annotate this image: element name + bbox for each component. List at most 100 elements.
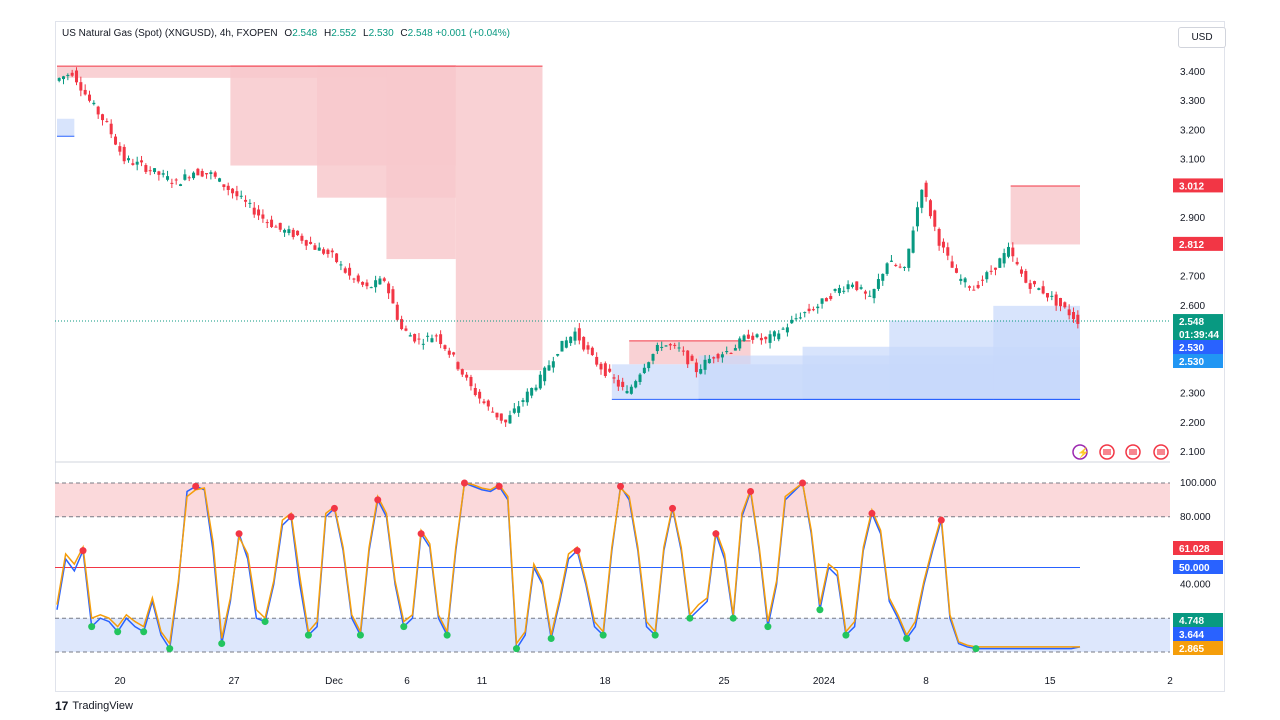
candle-body [1076,314,1080,324]
candle-body [1071,312,1075,320]
price-tick-label: 3.300 [1180,96,1205,107]
candle-body [599,363,603,370]
time-tick-label: Dec [325,676,343,687]
candle-body [369,287,373,289]
tradingview-logo[interactable]: 17 TradingView [55,699,133,713]
candle-body [352,278,356,280]
symbol-legend[interactable]: US Natural Gas (Spot) (XNGUSD), 4h, FXOP… [62,28,510,39]
candle-body [798,317,802,319]
candle-body [83,89,87,95]
demand-zone [57,118,75,137]
cross-up-dot [114,628,122,636]
high-value: 2.552 [331,28,357,39]
price-level-tag: 2.530 [1173,354,1223,368]
candle-body [582,336,586,350]
candle-body [933,210,937,227]
candle-body [677,347,681,349]
candle-body [482,401,486,404]
candle-body [400,319,404,330]
candle-body [1037,288,1041,290]
candle-body [395,304,399,320]
candle-body [504,419,508,423]
candle-body [967,286,971,288]
candle-body [1011,247,1015,257]
candle-body [837,287,841,294]
change-value: +0.001 (+0.04%) [435,28,510,39]
candle-body [543,367,547,382]
candle-body [673,344,677,346]
osc-level-tag-label: 3.644 [1179,630,1204,641]
candle-body [859,287,863,289]
cross-up-dot [443,631,451,639]
candle-body [1067,309,1071,316]
candle-body [430,338,434,343]
candle-body [239,195,243,197]
candle-body [187,177,191,179]
candle-body [287,229,291,234]
osc-level-tag-label: 61.028 [1179,544,1210,555]
candle-body [647,362,651,369]
candle-body [525,391,529,403]
candle-body [946,247,950,256]
price-level-tag-bg [1173,236,1223,251]
candle-body [304,240,308,246]
candle-body [443,345,447,350]
candle-body [439,334,443,345]
candle-body [642,367,646,374]
cross-up-dot [218,640,226,648]
candle-body [174,179,178,181]
currency-button[interactable]: USD [1178,27,1226,48]
candle-body [166,176,170,180]
candle-body [764,336,768,340]
candle-body [413,334,417,342]
candle-body [322,249,326,254]
candle-body [811,309,815,311]
candle-body [391,289,395,304]
candle-body [361,281,365,285]
candle-body [590,347,594,356]
candle-body [985,272,989,280]
candle-body [595,356,599,365]
candle-body [872,288,876,299]
flash-icon [1072,444,1088,460]
candle-body [629,386,633,394]
cross-up-dot [651,631,659,639]
cross-up-dot [88,623,96,631]
candle-body [868,295,872,297]
cross-down-dot [747,487,755,495]
price-tick-label: 2.100 [1180,447,1205,458]
brand-label: TradingView [72,700,133,712]
candle-body [621,381,625,387]
osc-level-tag-bg [1173,541,1223,555]
candle-body [426,335,430,337]
cross-down-dot [192,482,200,490]
candle-body [300,235,304,241]
candle-body [421,343,425,345]
cross-down-dot [235,530,243,538]
candle-body [183,174,187,180]
osc-level-tag-bg [1173,627,1223,641]
candle-body [855,281,859,290]
candle-body [88,94,92,101]
candle-body [408,335,412,337]
stochastic-line [56,481,1081,651]
candle-body [460,369,464,375]
candle-body [980,279,984,281]
candle-body [213,172,217,177]
cross-up-dot [547,634,555,642]
candle-body [1006,246,1010,257]
flag-stripes [1157,449,1165,455]
osc-level-tag-bg [1173,613,1223,627]
candle-body [842,290,846,292]
candle-body [153,168,157,172]
candle-body [1041,286,1045,294]
candle-body [694,362,698,373]
candle-body [257,209,261,216]
candle-body [1028,283,1032,289]
price-level-tag-label: 2.548 [1179,317,1204,328]
candle-body [1032,281,1036,285]
demand-zone [993,305,1080,400]
candle-body [317,247,321,251]
candle-body [434,335,438,337]
